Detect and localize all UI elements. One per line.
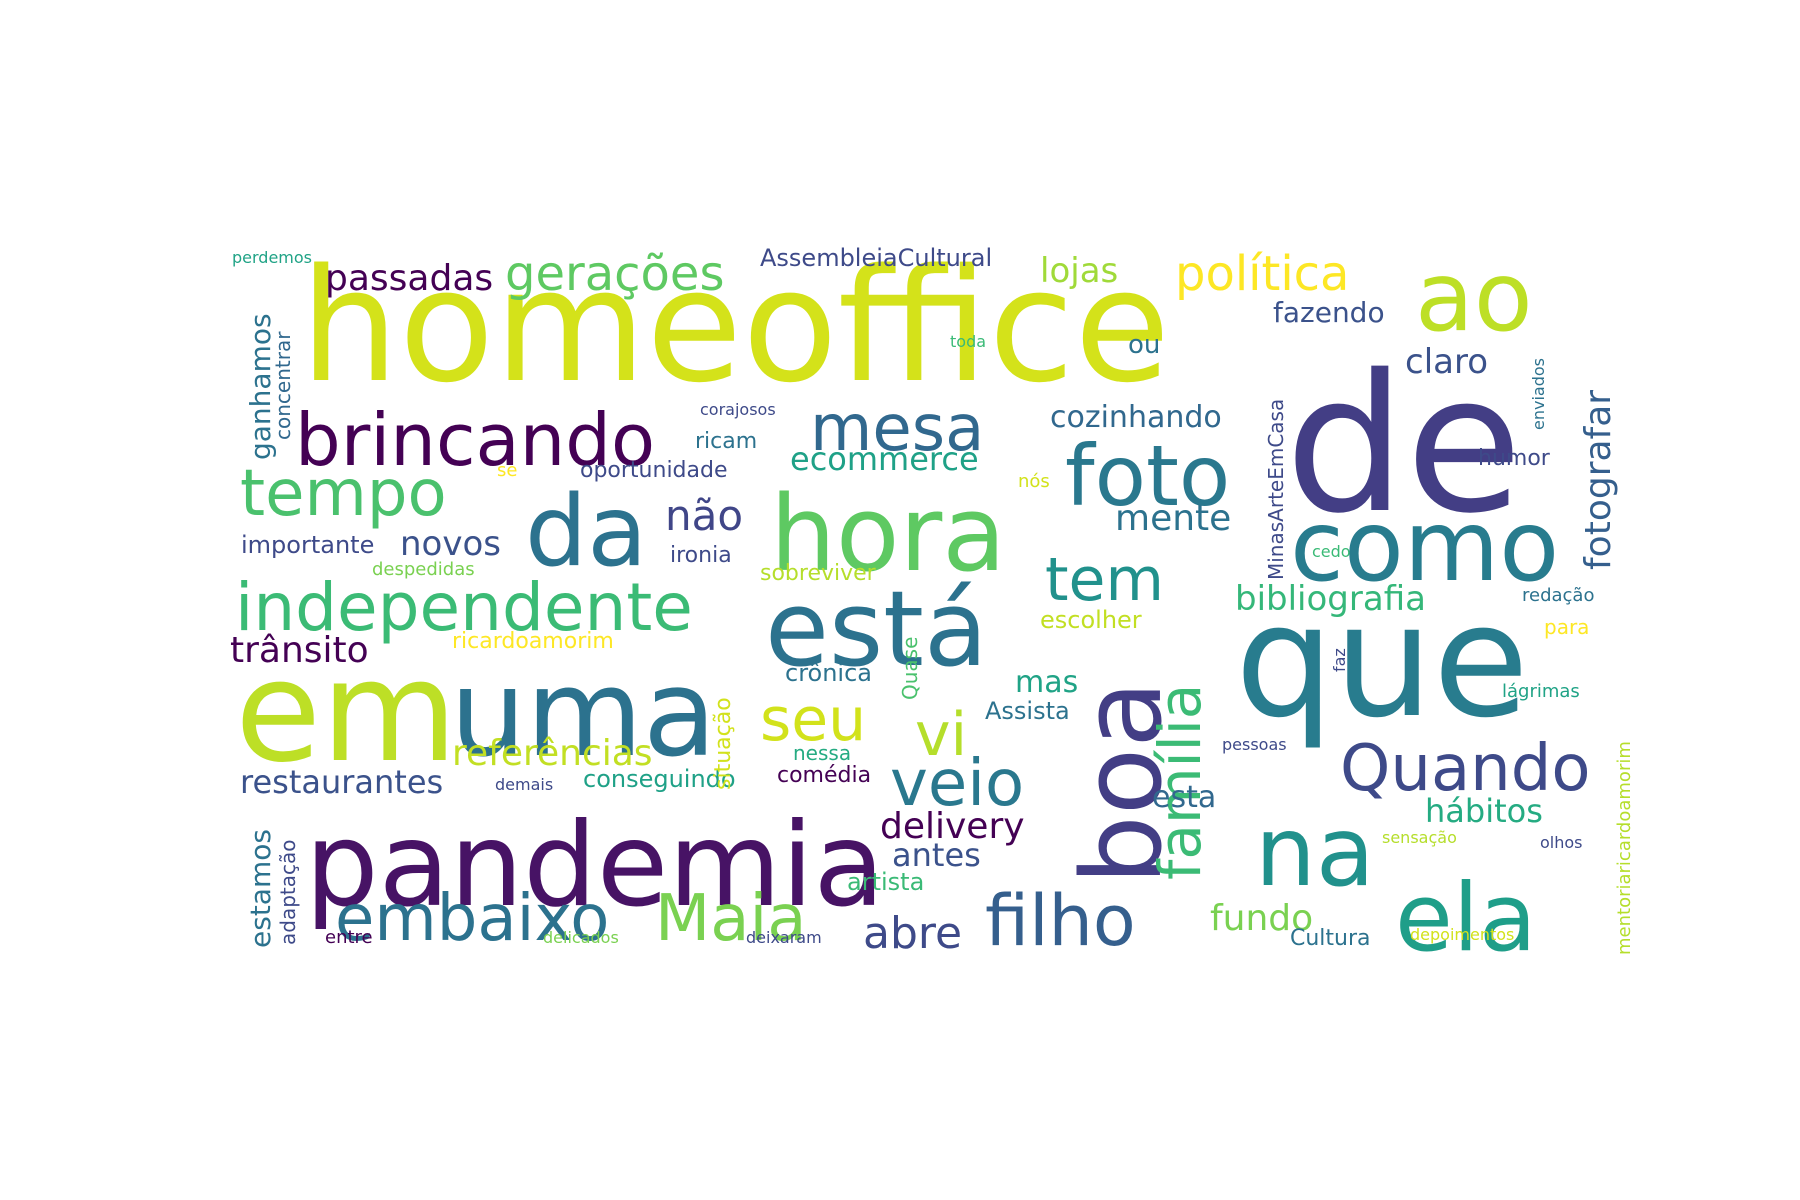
word-oportunidade: oportunidade [580,458,728,483]
word-mente: mente [1115,498,1231,539]
word-embaixo: embaixo [335,882,609,956]
word-importante: importante [241,531,374,559]
word-mas: mas [1015,665,1078,700]
word-que: que [1235,570,1529,752]
word-sobreviver: sobreviver [760,561,877,586]
word-fam-lia: família [1146,684,1214,880]
word-cultura: Cultura [1290,926,1371,951]
word-delicados: delicados [543,928,619,947]
word-pol-tica: política [1175,246,1349,302]
word-h-bitos: hábitos [1425,792,1543,830]
word-foto: foto [1065,427,1230,525]
word-estamos: estamos [244,829,277,948]
word-como: como [1290,490,1559,604]
word-antes: antes [892,836,981,874]
word-quase: Quase [898,637,922,700]
word-veio: veio [890,747,1024,821]
word-esta: esta [1152,780,1216,815]
word-pessoas: pessoas [1222,735,1287,754]
word-filho: filho [985,880,1136,962]
word-cedo: cedo [1312,542,1351,561]
word-corajosos: corajosos [700,400,776,419]
word-abre: abre [863,908,962,959]
word-independente: independente [235,569,693,646]
word-ricam: ricam [695,429,757,454]
word-ricardoamorim: ricardoamorim [452,629,614,654]
word-ecommerce: ecommerce [790,440,979,478]
word-despedidas: despedidas [372,559,475,580]
word-homeoffice: homeoffice [300,235,1170,417]
word-n-s: nós [1018,471,1050,492]
word-fundo: fundo [1210,898,1313,939]
word-depoimentos: depoimentos [1410,925,1514,944]
word-em: em [235,631,458,794]
word-passadas: passadas [325,258,493,299]
word-deixaram: deixaram [746,928,822,947]
word-se: se [497,460,517,481]
word-vi: vi [915,700,967,770]
word-maia: Maia [655,882,806,956]
word-bibliografia: bibliografia [1235,579,1426,619]
word-assista: Assista [985,697,1070,725]
word-faz: faz [1330,648,1349,672]
word-ela: ela [1395,864,1537,973]
word-de: de [1285,334,1523,555]
word-uma: uma [450,645,716,784]
word-hora: hora [770,473,1006,595]
word-sensa-o: sensação [1382,828,1457,847]
word-ganhamos: ganhamos [244,313,277,460]
word-para: para [1544,615,1589,639]
word-restaurantes: restaurantes [240,763,443,801]
word-tem: tem [1045,545,1164,615]
word-seu: seu [760,685,866,755]
word-mesa: mesa [810,392,984,466]
word-refer-ncias: referências [452,733,653,774]
word-nessa: nessa [793,741,851,765]
word-perdemos: perdemos [232,248,312,267]
word-novos: novos [400,524,501,564]
word-na: na [1255,796,1375,908]
word-escolher: escolher [1040,606,1142,634]
word-est-: está [765,568,988,690]
word-minasarteemcasa: MinasArteEmCasa [1264,399,1288,580]
word-claro: claro [1405,342,1488,382]
word-fazendo: fazendo [1273,296,1385,329]
word-delivery: delivery [880,806,1025,847]
word-ou: ou [1128,330,1160,360]
word-fotografar: fotografar [1578,390,1619,570]
word-olhos: olhos [1540,833,1583,852]
word-tempo: tempo [240,457,447,531]
word-concentrar: concentrar [271,331,295,440]
word-gera-es: gerações [505,246,724,302]
word-assembleiacultural: AssembleiaCultural [760,244,992,272]
word-tr-nsito: trânsito [230,630,369,671]
word-pandemia: pandemia [305,798,885,933]
word-toda: toda [950,332,986,351]
word-da: da [525,475,647,589]
word-boa: boa [1058,680,1186,885]
word-situa-o: situação [711,697,736,790]
word-conseguindo: conseguindo [583,765,736,793]
word-ironia: ironia [670,543,732,568]
word-brincando: brincando [295,398,655,482]
word-quando: Quando [1340,732,1591,806]
word-n-o: não [665,491,743,540]
word-humor: humor [1478,446,1551,471]
word-demais: demais [495,775,553,794]
word-cr-nica: crônica [785,659,872,687]
word-ao: ao [1415,241,1533,353]
word-reda-o: redação [1522,585,1594,606]
word-entre: entre [325,927,373,948]
word-lojas: lojas [1040,251,1118,291]
word-enviados: enviados [1529,358,1548,430]
word-cozinhando: cozinhando [1050,400,1222,435]
word-adapta-o: adaptação [276,840,300,946]
word-mentoriaricardoamorim: mentoriaricardoamorim [1614,741,1635,955]
word-com-dia: comédia [777,763,871,788]
word-l-grimas: lágrimas [1502,681,1580,702]
word-artista: artista [847,868,924,896]
